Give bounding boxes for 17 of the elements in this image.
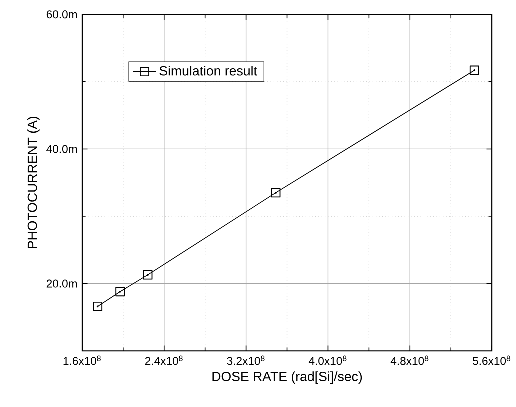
y-tick-label: 40.0m (46, 145, 78, 154)
x-tick-label: 2.4x10$^{8}$ (145, 356, 183, 366)
point (93, 302, 103, 312)
x-axis-title: DOSE RATE (rad[Si]/sec) (212, 372, 362, 384)
x-tick-label: 4.0x10$^{8}$ (308, 356, 347, 366)
y-tick-label: 60.0m (46, 10, 78, 19)
y-axis-title: PHOTOCURRENT (A) (27, 116, 40, 249)
y-tick-label: 20.0m (46, 280, 78, 288)
point (470, 66, 480, 76)
x-tick-label: 3.2x10$^{8}$ (227, 356, 265, 366)
point (271, 188, 281, 198)
x-tick-label: 1.6x10$^{8}$ (64, 356, 101, 366)
x-tick-label: 5.6x10$^{8}$ (473, 356, 511, 366)
point (143, 270, 153, 280)
x-tick-label: 4.8x10$^{8}$ (390, 356, 429, 366)
legend-label: Simulation result (160, 66, 258, 76)
point (116, 287, 126, 297)
